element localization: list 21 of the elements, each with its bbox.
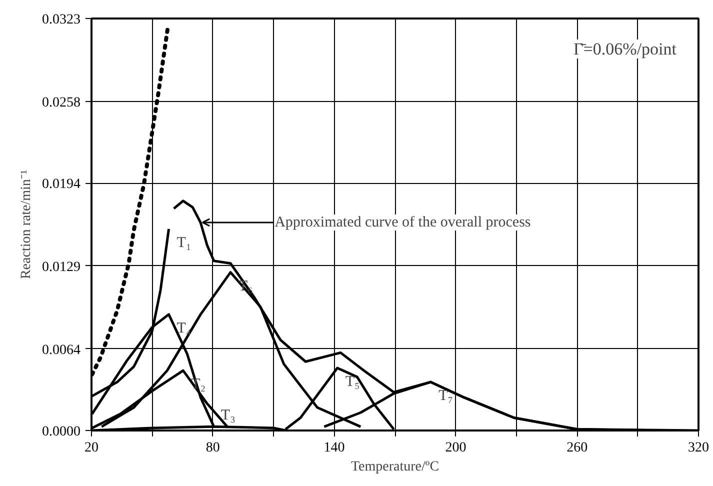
series-label: T₃ — [220, 408, 236, 424]
x-tick-label: 80 — [206, 440, 220, 456]
series-label: T₄ — [176, 320, 192, 336]
annotation: Approximated curve of the overall process — [274, 214, 531, 230]
series-label: T₇ — [438, 388, 454, 404]
y-axis-title: Reaction rate/min⁻¹ — [19, 170, 34, 280]
x-tick-label: 20 — [84, 440, 98, 456]
y-tick-label: 0.0258 — [42, 95, 80, 110]
x-tick-label: 320 — [688, 440, 709, 456]
annotation: Γ̄=0.06%/point — [574, 40, 677, 58]
x-tick-label: 200 — [445, 440, 466, 456]
y-tick-label: 0.0000 — [42, 424, 80, 440]
y-tick-label: 0.0064 — [42, 342, 80, 358]
x-axis-title: Temperature/ºC — [350, 460, 440, 474]
x-tick-label: 260 — [566, 440, 588, 456]
x-tick-label: 140 — [324, 440, 345, 456]
y-tick-label: 0.0323 — [42, 12, 80, 28]
legend-label: T₁ — [176, 234, 192, 251]
y-tick-label: 0.0194 — [42, 177, 80, 192]
y-tick-label: 0.0129 — [42, 260, 80, 275]
series-label: T₅ — [345, 374, 360, 390]
